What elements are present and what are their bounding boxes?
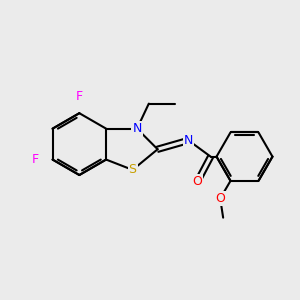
- Text: O: O: [192, 175, 202, 188]
- Text: O: O: [215, 192, 225, 205]
- Text: N: N: [184, 134, 193, 147]
- Text: S: S: [129, 164, 136, 176]
- Text: N: N: [132, 122, 142, 135]
- Text: F: F: [76, 91, 83, 103]
- Text: F: F: [31, 153, 38, 166]
